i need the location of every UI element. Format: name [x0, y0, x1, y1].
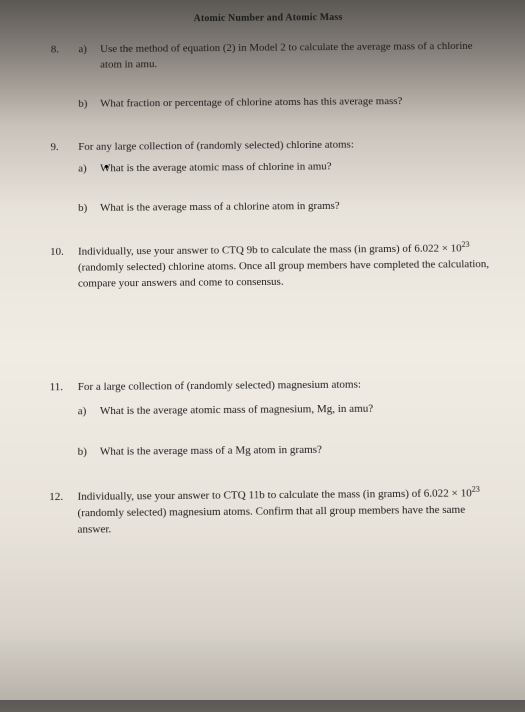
q12-text-post: (randomly selected) magnesium atoms. Con… [77, 504, 465, 536]
q8a-label: a) [78, 42, 100, 58]
q10-text-pre: Individually, use your answer to CTQ 9b … [78, 242, 462, 257]
question-8: 8. a) Use the method of equation (2) in … [51, 39, 488, 113]
q10-exponent: 23 [461, 239, 469, 248]
worksheet-page: Atomic Number and Atomic Mass 8. a) Use … [0, 3, 525, 712]
question-12: 12. Individually, use your answer to CTQ… [49, 486, 497, 539]
q10-text: Individually, use your answer to CTQ 9b … [78, 241, 491, 292]
q9b-label: b) [78, 201, 100, 217]
q8b-text: What fraction or percentage of chlorine … [100, 93, 487, 112]
q12-text-pre: Individually, use your answer to CTQ 11b… [78, 487, 472, 503]
q11a-text: What is the average atomic mass of magne… [100, 401, 494, 421]
bullet-icon: • [104, 161, 109, 175]
q10-text-post: (randomly selected) chlorine atoms. Once… [78, 258, 489, 289]
q11b-label: b) [78, 445, 100, 461]
q11a-label: a) [78, 404, 100, 420]
q9-intro: For any large collection of (randomly se… [78, 136, 488, 155]
q8-number: 8. [51, 43, 79, 59]
q9a-text: What is the average atomic mass of chlor… [100, 158, 489, 177]
q12-exponent: 23 [472, 485, 480, 494]
q11-intro: For a large collection of (randomly sele… [78, 377, 494, 397]
worksheet-header: Atomic Number and Atomic Mass [51, 11, 485, 25]
q8b-label: b) [78, 97, 100, 113]
q10-number: 10. [50, 244, 78, 260]
question-10: 10. Individually, use your answer to CTQ… [50, 241, 491, 292]
question-11: 11. For a large collection of (randomly … [49, 377, 495, 462]
q9-number: 9. [50, 140, 78, 156]
q12-text: Individually, use your answer to CTQ 11b… [77, 486, 496, 539]
q9b-text: What is the average mass of a chlorine a… [100, 197, 489, 216]
q11-number: 11. [50, 380, 78, 396]
q12-number: 12. [49, 490, 77, 507]
question-9: 9. For any large collection of (randomly… [50, 136, 489, 216]
q11b-text: What is the average mass of a Mg atom in… [100, 441, 495, 461]
q8a-text: Use the method of equation (2) in Model … [100, 39, 486, 73]
q9a-label: a) [78, 161, 100, 177]
spacer [50, 316, 494, 380]
